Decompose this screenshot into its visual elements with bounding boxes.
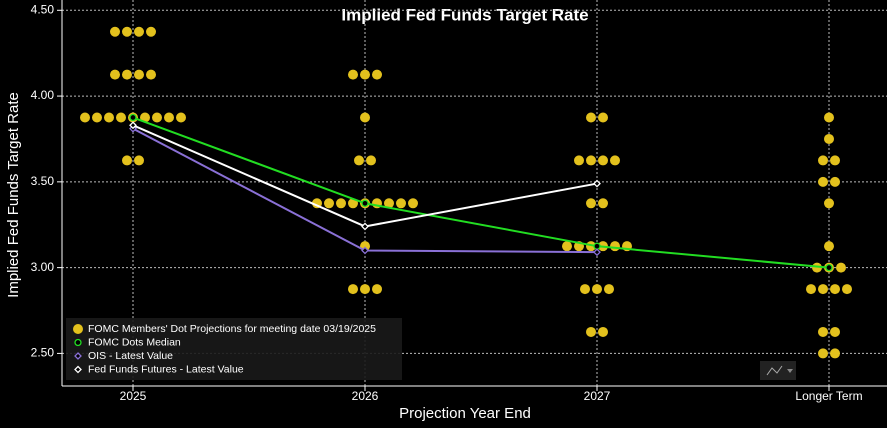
legend-label: OIS - Latest Value <box>88 350 173 362</box>
y-tick-label: 2.50 <box>31 346 55 360</box>
point <box>593 248 601 257</box>
dot <box>586 155 596 166</box>
dot <box>116 112 126 123</box>
chart-icon-glyph <box>766 365 783 376</box>
dot <box>122 26 132 37</box>
dot <box>146 69 156 80</box>
dot <box>824 133 834 144</box>
dot <box>812 262 822 273</box>
series-line <box>132 116 830 269</box>
dot <box>586 198 596 209</box>
dot <box>92 112 102 123</box>
dot <box>610 241 620 252</box>
dot <box>134 69 144 80</box>
dot <box>586 112 596 123</box>
dot <box>818 326 828 337</box>
dot <box>824 198 834 209</box>
dot <box>384 198 394 209</box>
dot <box>80 112 90 123</box>
legend-marker <box>74 365 82 374</box>
dot <box>360 69 370 80</box>
dot <box>586 326 596 337</box>
dot <box>836 262 846 273</box>
dot <box>152 112 162 123</box>
chart-icon[interactable] <box>760 361 796 380</box>
y-tick-label: 4.50 <box>31 2 55 16</box>
dot <box>604 284 614 295</box>
dot <box>372 284 382 295</box>
dot <box>842 284 852 295</box>
dot <box>598 326 608 337</box>
dot <box>110 26 120 37</box>
dot <box>146 26 156 37</box>
dot <box>354 155 364 166</box>
dot <box>818 284 828 295</box>
dot <box>818 348 828 359</box>
y-tick-label: 4.00 <box>31 88 55 102</box>
dot <box>830 284 840 295</box>
dot <box>360 112 370 123</box>
legend-marker <box>74 352 82 360</box>
legend-marker <box>74 338 82 347</box>
dot <box>348 284 358 295</box>
dot <box>824 112 834 123</box>
y-tick-label: 3.50 <box>31 174 55 188</box>
y-tick-label: 3.00 <box>31 260 55 274</box>
dot <box>830 326 840 337</box>
legend-label: FOMC Members' Dot Projections for meetin… <box>88 323 376 335</box>
x-tick-label: Longer Term <box>795 389 862 403</box>
legend-marker <box>73 324 83 334</box>
dot <box>366 155 376 166</box>
dot <box>134 155 144 166</box>
x-axis-label: Projection Year End <box>399 405 531 422</box>
legend-box <box>66 318 402 380</box>
point <box>361 246 369 255</box>
dot <box>336 198 346 209</box>
dot <box>324 198 334 209</box>
dot <box>598 198 608 209</box>
legend-label: FOMC Dots Median <box>88 336 181 348</box>
point <box>129 113 137 122</box>
dot <box>396 198 406 209</box>
dot <box>598 155 608 166</box>
dot <box>122 69 132 80</box>
dot <box>408 198 418 209</box>
dot <box>164 112 174 123</box>
dot <box>818 155 828 166</box>
point <box>593 179 601 188</box>
y-axis-label: Implied Fed Funds Target Rate <box>5 92 22 298</box>
dot <box>592 284 602 295</box>
dot <box>176 112 186 123</box>
dot <box>610 155 620 166</box>
dot <box>580 284 590 295</box>
dot <box>818 176 828 187</box>
point <box>825 263 833 272</box>
x-tick-label: 2025 <box>120 389 147 403</box>
point <box>361 199 369 207</box>
x-tick-label: 2027 <box>584 389 611 403</box>
dot <box>104 112 114 123</box>
dot <box>830 155 840 166</box>
dot <box>574 155 584 166</box>
point <box>129 121 137 130</box>
dot <box>122 155 132 166</box>
dot <box>348 69 358 80</box>
dot <box>830 176 840 187</box>
legend-label: Fed Funds Futures - Latest Value <box>88 363 244 375</box>
dot <box>806 284 816 295</box>
legend: FOMC Members' Dot Projections for meetin… <box>66 318 402 380</box>
dot <box>360 284 370 295</box>
dot <box>134 26 144 37</box>
x-tick-label: 2026 <box>352 389 379 403</box>
dot <box>830 348 840 359</box>
chart-title: Implied Fed Funds Target Rate <box>341 5 588 24</box>
point <box>361 222 369 231</box>
chart-icon-arrow <box>787 369 793 373</box>
dot <box>598 112 608 123</box>
dot <box>110 69 120 80</box>
dot <box>824 241 834 252</box>
dot <box>562 241 572 252</box>
dot <box>372 69 382 80</box>
